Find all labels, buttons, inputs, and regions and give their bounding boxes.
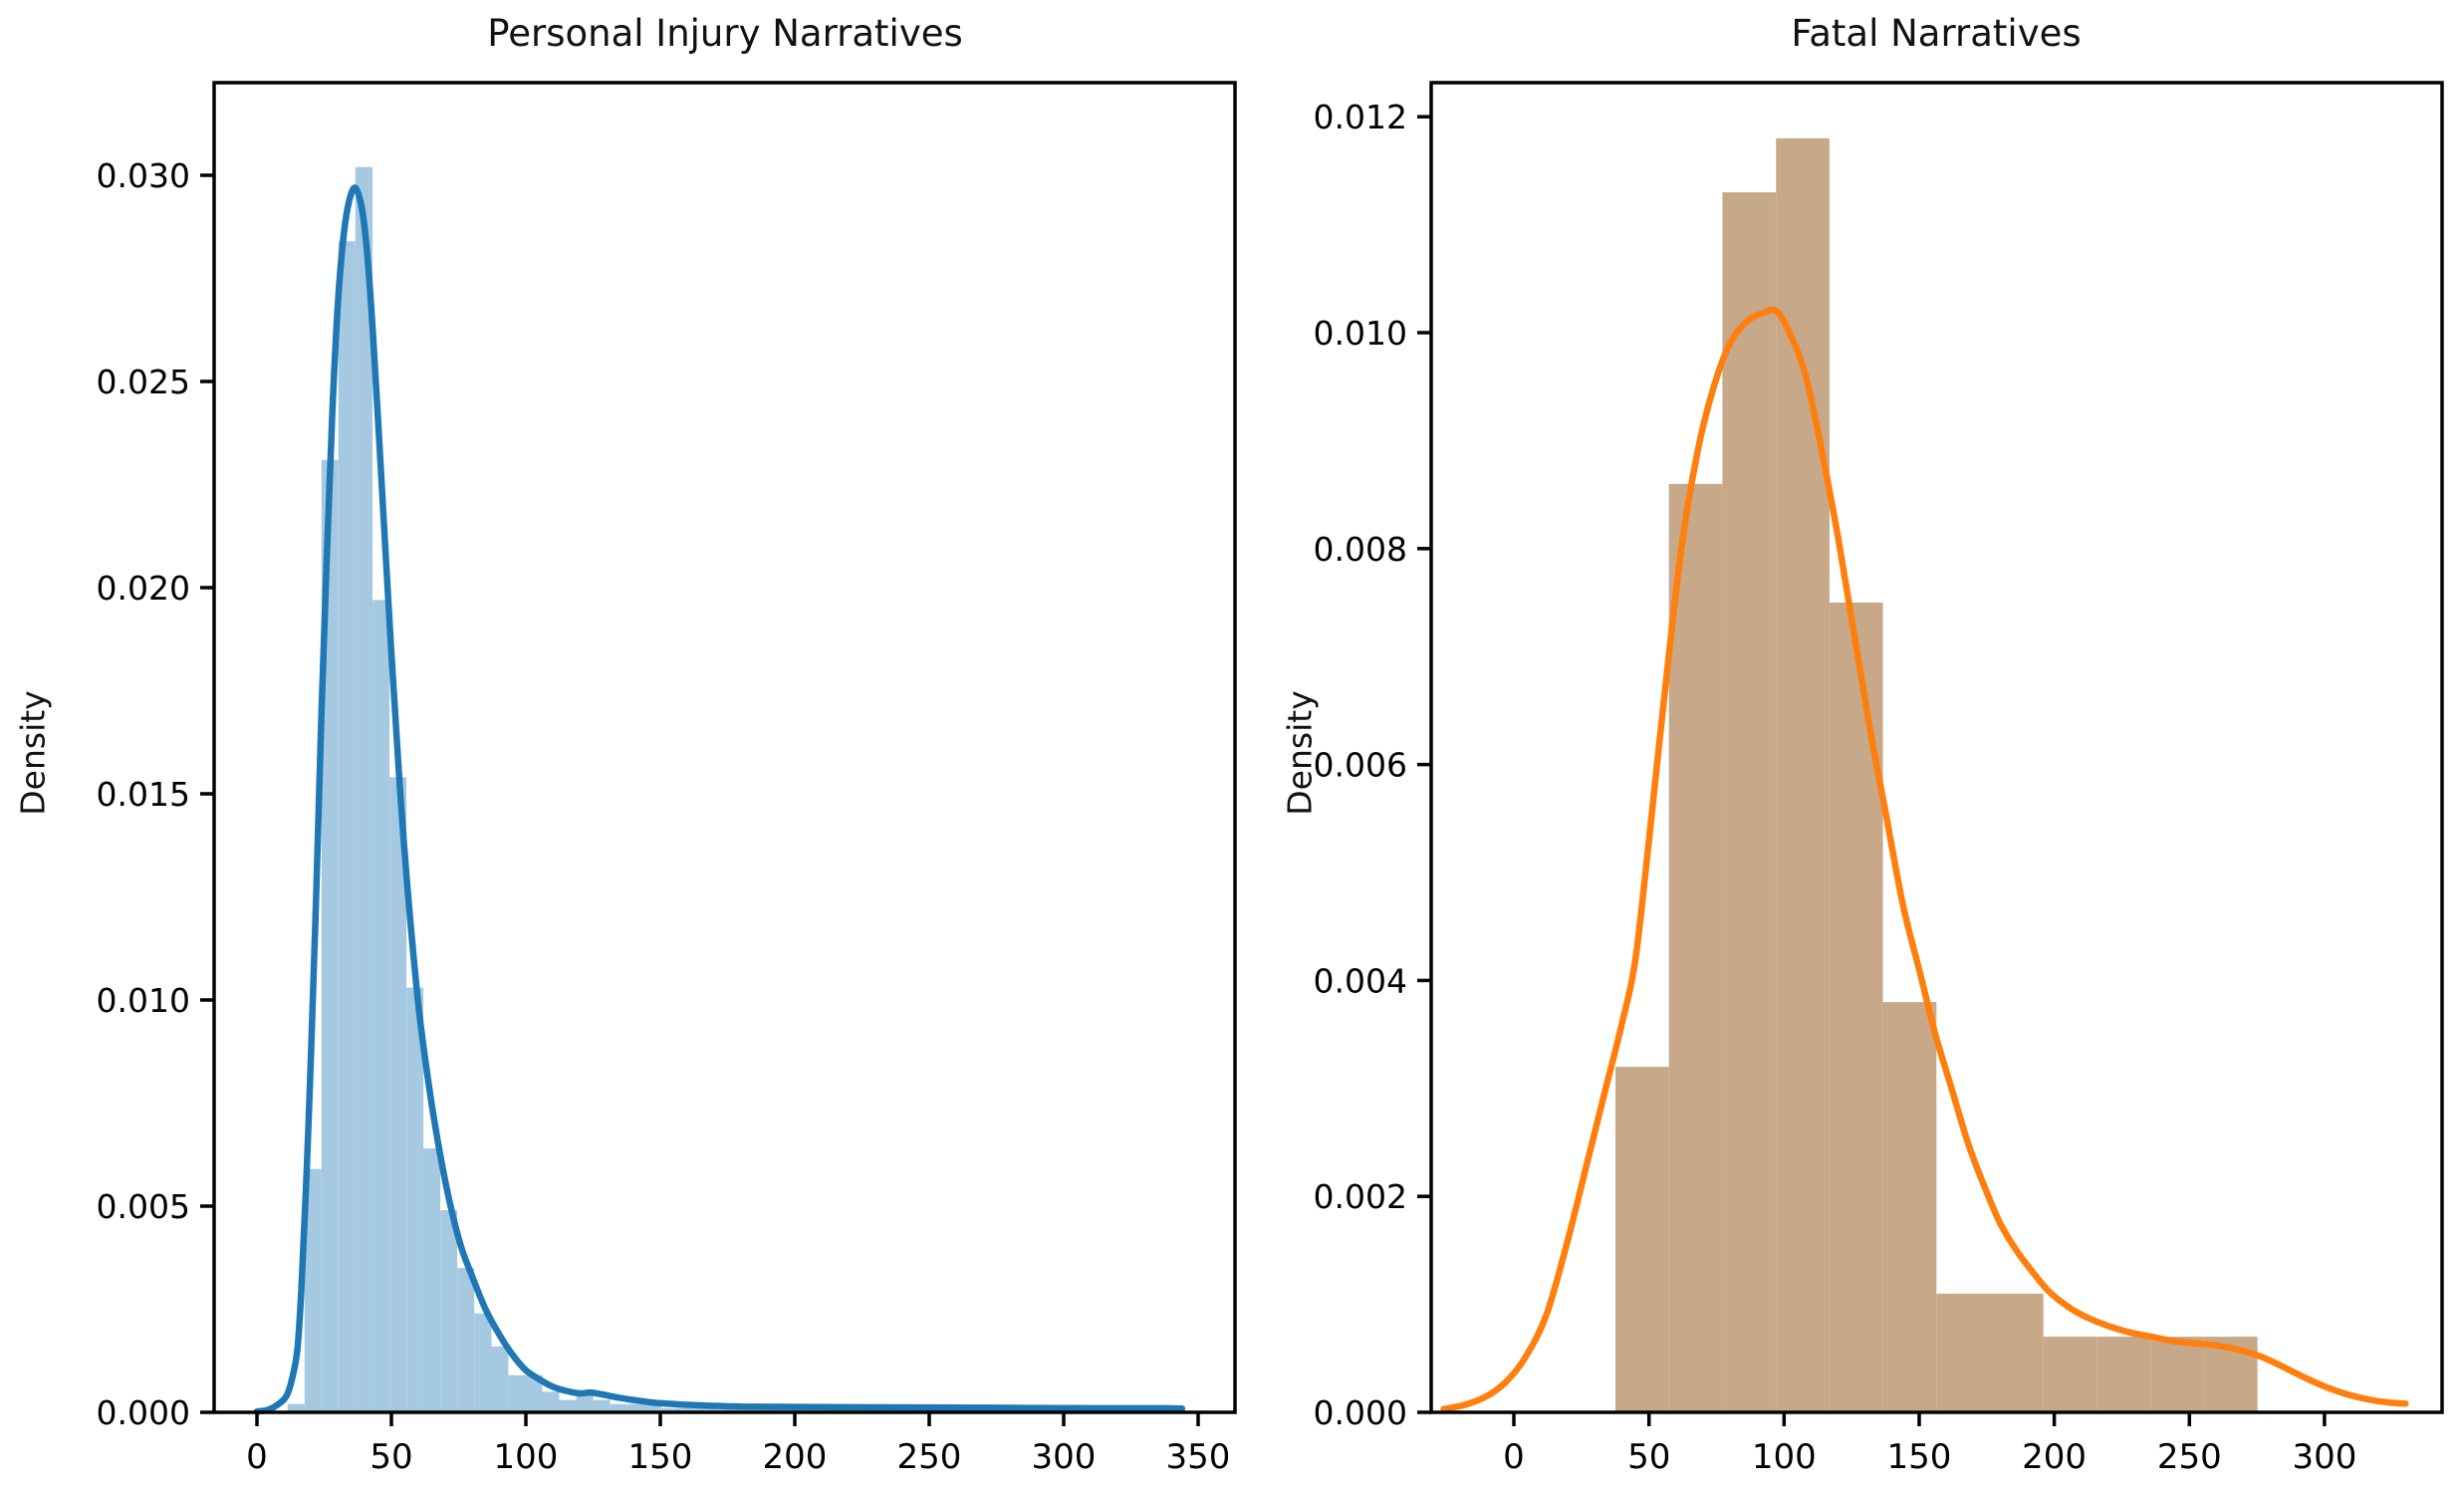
histogram-bar [1722,192,1777,1413]
histogram-bar [338,241,356,1413]
y-tick-label: 0.005 [97,1187,190,1226]
histogram-bar [525,1374,543,1412]
plot-area: 0 50 100 150 200 250 300 0.000 0.002 0.004 0.006 0.… [1314,81,2444,1477]
y-tick-label: 0.010 [1314,314,1407,353]
plot-title: Fatal Narratives [1791,12,2082,55]
histogram-bar [1829,603,1883,1412]
x-tick-label: 0 [246,1437,268,1477]
y-tick-label: 0.000 [1314,1393,1407,1432]
kde-curve [253,184,1186,1415]
x-tick-label: 50 [1627,1437,1670,1477]
histogram-bar [372,600,390,1412]
histogram-bar [1776,137,1830,1412]
histogram-bar [626,1403,661,1412]
histogram-bar [610,1403,627,1412]
x-tick-label: 250 [2157,1437,2222,1477]
x-tick-label: 300 [2292,1437,2356,1477]
kde-curve [1440,306,2409,1412]
histogram-bar [695,1407,795,1412]
histogram-bar [542,1391,560,1412]
x-tick-label: 100 [494,1437,559,1477]
y-axis-label: Density [1280,690,1320,816]
plot-area: 0 50 100 150 200 250 300 350 0.000 0.005 0.010 0.01… [97,81,1237,1477]
y-tick-label: 0.025 [97,363,190,401]
y-tick-label: 0.020 [97,569,190,608]
y-tick-label: 0.012 [1314,98,1407,136]
axes-spines [1429,81,2444,1414]
histogram-bar [355,166,373,1413]
histogram-bar [1668,483,1723,1412]
histogram-bar [457,1268,475,1412]
x-tick-label: 150 [628,1437,693,1477]
histogram-bar [660,1407,696,1412]
histogram-bar [440,1210,458,1412]
histogram-bar [474,1313,492,1412]
x-tick-label: 250 [897,1437,962,1477]
histogram-bar [1615,1067,1669,1412]
axes-spines [212,81,1237,1414]
histogram-bar [389,777,407,1412]
x-tick-label: 0 [1503,1437,1525,1477]
y-tick-label: 0.008 [1314,530,1407,569]
histogram-bar [2096,1337,2151,1412]
y-axis-label: Density [13,690,53,816]
histogram-bar [406,987,424,1412]
histogram-bar [304,1168,322,1412]
histogram-bar [321,459,339,1412]
y-tick-label: 0.030 [97,156,190,195]
y-tick-label: 0.002 [1314,1177,1407,1216]
histogram-bar [593,1399,611,1412]
histogram-bar [2150,1337,2204,1412]
histogram-bar [423,1148,441,1412]
histogram-bar [491,1346,509,1412]
histogram-bar [576,1395,594,1412]
histogram-bar [1990,1293,2044,1412]
x-tick-label: 100 [1752,1437,1817,1477]
y-tick-label: 0.010 [97,981,190,1020]
x-tick-label: 150 [1887,1437,1952,1477]
y-tick-label: 0.004 [1314,961,1407,1000]
histogram-bar [1882,1002,1937,1412]
x-tick-label: 200 [763,1437,828,1477]
y-tick-label: 0.000 [97,1393,190,1432]
histogram-bar [508,1374,526,1412]
x-tick-label: 200 [2022,1437,2087,1477]
histogram-bar [559,1399,577,1412]
histogram-bar [2043,1337,2097,1412]
y-tick-label: 0.006 [1314,746,1407,785]
x-tick-label: 300 [1032,1437,1097,1477]
y-tick-label: 0.015 [97,775,190,814]
x-tick-label: 50 [370,1437,412,1477]
histogram-bar [1936,1293,1990,1412]
x-tick-label: 350 [1166,1437,1231,1477]
histogram-bar [287,1403,305,1412]
plot-title: Personal Injury Narratives [487,12,963,55]
